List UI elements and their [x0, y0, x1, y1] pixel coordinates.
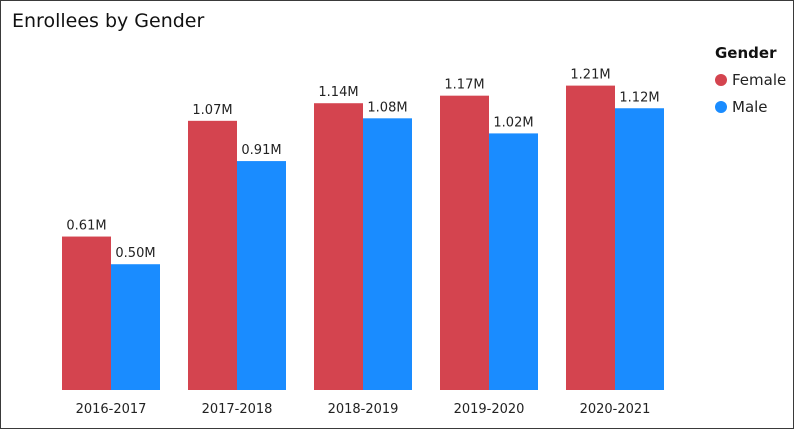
bar-male-2019-2020[interactable] — [489, 133, 538, 390]
data-label-female-2018-2019: 1.14M — [318, 85, 358, 100]
data-label-male-2020-2021: 1.12M — [619, 90, 659, 105]
bar-male-2020-2021[interactable] — [615, 108, 664, 390]
bar-female-2017-2018[interactable] — [188, 120, 237, 390]
x-tick-label-2019-2020: 2019-2020 — [454, 402, 525, 417]
legend-title: Gender — [715, 44, 777, 62]
x-tick-label-2017-2018: 2017-2018 — [202, 402, 273, 417]
bar-female-2018-2019[interactable] — [314, 103, 363, 390]
bar-female-2020-2021[interactable] — [566, 85, 615, 390]
legend-label-male: Male — [732, 98, 768, 116]
legend: Gender Female Male — [715, 41, 786, 118]
x-tick-label-2018-2019: 2018-2019 — [328, 402, 399, 417]
data-label-female-2016-2017: 0.61M — [66, 219, 106, 234]
data-label-female-2017-2018: 1.07M — [192, 103, 232, 118]
bar-female-2016-2017[interactable] — [62, 236, 111, 390]
data-label-male-2019-2020: 1.02M — [493, 115, 533, 130]
legend-marker-female — [715, 74, 727, 86]
data-label-male-2018-2019: 1.08M — [367, 100, 407, 115]
bar-male-2018-2019[interactable] — [363, 118, 412, 390]
chart-title: Enrollees by Gender — [12, 10, 205, 32]
legend-marker-male — [715, 101, 727, 113]
x-tick-label-2020-2021: 2020-2021 — [580, 402, 651, 417]
bar-male-2016-2017[interactable] — [111, 264, 160, 390]
legend-item-female[interactable]: Female — [715, 69, 786, 91]
data-label-male-2016-2017: 0.50M — [115, 246, 155, 261]
data-label-female-2020-2021: 1.21M — [570, 68, 610, 83]
legend-label-female: Female — [732, 71, 787, 89]
x-tick-label-2016-2017: 2016-2017 — [76, 402, 147, 417]
data-label-male-2017-2018: 0.91M — [241, 143, 281, 158]
legend-item-male[interactable]: Male — [715, 96, 786, 118]
bar-male-2017-2018[interactable] — [237, 161, 286, 390]
data-label-female-2019-2020: 1.17M — [444, 78, 484, 93]
bar-female-2019-2020[interactable] — [440, 95, 489, 390]
